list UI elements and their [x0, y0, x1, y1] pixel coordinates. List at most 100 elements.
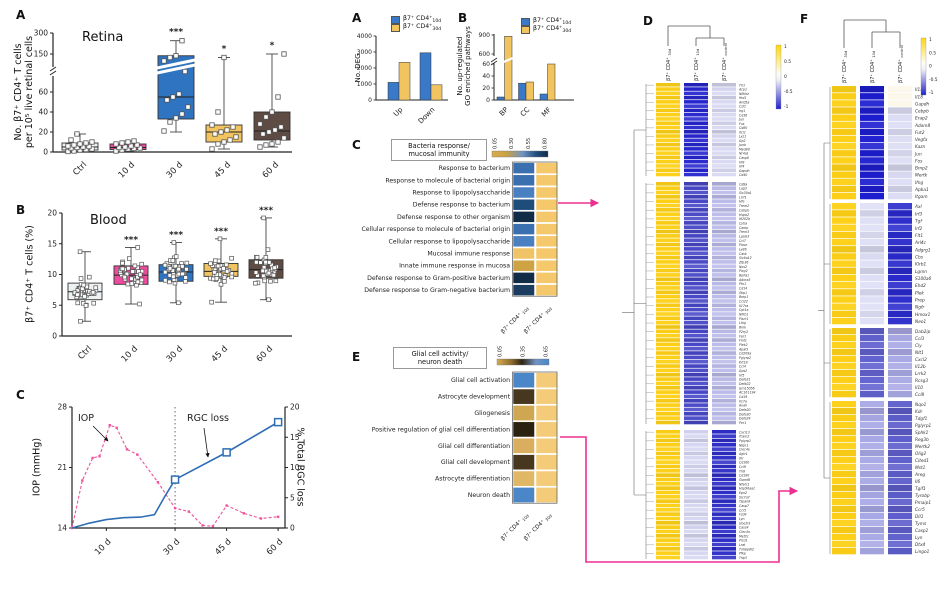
panel-d-heatmap-cell: [712, 134, 736, 138]
panel-d-heatmap-gene-label: Blnk: [739, 326, 746, 330]
a-point: [167, 119, 173, 125]
panel-d-heatmap-cell: [712, 208, 736, 212]
panel-f-heatmap-cell: [832, 128, 856, 136]
panel-d-heatmap-cell: [656, 234, 680, 238]
c-xtick: 30 d: [162, 537, 182, 557]
panel-mid-c-bacteria-heatmap-cbar-tick: 0.30: [509, 138, 515, 149]
panel-letter-c: C: [16, 388, 25, 402]
panel-f-heatmap-cell: [860, 541, 884, 548]
panel-letter-mid-a: A: [352, 11, 362, 25]
panel-d-heatmap-gene-label: Tlr8: [739, 469, 745, 473]
panel-d-heatmap-cell: [684, 512, 708, 516]
panel-f-heatmap-cell: [888, 203, 912, 210]
line-mark: [203, 427, 210, 458]
panel-f-heatmap-gene-label: Lgmn: [915, 269, 927, 275]
panel-d-heatmap-cell: [684, 529, 708, 534]
a-point: [161, 128, 167, 134]
panel-f-heatmap-cell: [832, 342, 856, 349]
panel-f-heatmap-cell: [832, 157, 856, 164]
iop-annotation: IOP: [78, 413, 94, 424]
panel-f-heatmap-colorbar: [920, 37, 927, 96]
panel-d-heatmap-cell: [656, 299, 680, 303]
panel-d-heatmap-gene-label: Csf1: [739, 105, 746, 109]
panel-d-heatmap-cell: [712, 312, 736, 316]
rgc-marker: [222, 448, 231, 457]
panel-f-heatmap-cell: [860, 93, 884, 100]
panel-f-heatmap-cell: [860, 471, 884, 478]
panel-d-heatmap-cell: [684, 229, 708, 234]
panel-mid-e-glial-heatmap-cell: [512, 487, 535, 503]
panel-d-heatmap-cell: [684, 411, 708, 416]
panel-f-heatmap-cell: [832, 217, 856, 224]
panel-f-heatmap-gene-label: Areg: [914, 472, 925, 478]
b-point: [176, 300, 181, 306]
panel-f-heatmap-cell: [832, 281, 856, 289]
panel-d-heatmap-gene-label: Hspb2: [739, 213, 749, 217]
panel-f-heatmap-cell: [832, 224, 856, 232]
line-mark: [156, 58, 196, 70]
a-point: [215, 141, 221, 147]
b-ytick: 15: [47, 239, 57, 248]
panel-f-heatmap-gene-label: Ccr5: [915, 507, 925, 513]
panel-d-heatmap-cell: [712, 125, 736, 130]
iop-point: [259, 517, 263, 520]
panel-f-heatmap-cell: [832, 506, 856, 513]
panel-d-heatmap-cell: [656, 490, 680, 495]
panel-d-heatmap-gene-label: Camp: [739, 226, 748, 230]
panel-f-heatmap-gene-label: Fos: [915, 158, 923, 164]
panel-d-heatmap-gene-label: Ifrd1: [739, 96, 746, 100]
deg-bar-Down: [419, 52, 432, 101]
b-point: [139, 277, 145, 283]
panel-d-heatmap-cbar-tick: 1: [784, 44, 787, 50]
panel-f-heatmap-cell: [860, 178, 884, 186]
a-point: [281, 51, 287, 57]
panel-d-heatmap-cell: [656, 329, 680, 334]
panel-f-heatmap-cell: [888, 310, 912, 318]
panel-f-heatmap-cell: [860, 150, 884, 157]
panel-f-heatmap-gene-label: Tgf: [915, 219, 923, 225]
panel-f-heatmap-gene-label: Vegfa: [915, 137, 928, 143]
panel-f-heatmap-cell: [860, 231, 884, 239]
panel-mid-c-bacteria-heatmap-row-label: Defense response to Gram-negative bacter…: [364, 287, 510, 294]
panel-f-heatmap-cell: [860, 422, 884, 429]
line-mark: [490, 57, 498, 63]
panel-d-heatmap-gene-label: Lfng: [739, 321, 746, 325]
panel-f-heatmap-gene-label: Dab2ip: [915, 329, 931, 335]
panel-f-heatmap-gene-label: Mst1: [915, 465, 926, 471]
panel-f-heatmap-cell: [832, 370, 856, 377]
panel-d-heatmap-cell: [684, 100, 708, 104]
panel-f-heatmap-cell: [832, 391, 856, 398]
panel-f-heatmap-cell: [888, 135, 912, 143]
panel-f-heatmap-cell: [888, 274, 912, 282]
deg-legend-swatch-30d: [391, 24, 400, 32]
a-ytick: 0: [43, 148, 48, 157]
panel-f-heatmap-cell: [888, 506, 912, 513]
panel-d-heatmap-cell: [656, 333, 680, 338]
panel-f-heatmap-cell: [888, 128, 912, 136]
panel-d-heatmap-cell: [712, 130, 736, 134]
panel-d-heatmap-gene-label: Apaf1: [738, 347, 748, 351]
panel-d-heatmap-gene-label: Bmp1: [739, 295, 748, 299]
b-point: [209, 299, 214, 305]
deg-ytick: 4000: [357, 33, 372, 40]
panel-f-heatmap-gene-label: Cbs: [915, 254, 924, 260]
iop-point: [91, 456, 94, 460]
panel-d-heatmap-gene-label: Gp2: [739, 139, 746, 143]
b-point: [222, 279, 227, 284]
a-xtick: 60 d: [261, 160, 281, 180]
rgc-marker: [170, 475, 180, 484]
panel-f-heatmap-cell: [860, 274, 884, 282]
panel-d-heatmap-cell: [656, 443, 680, 447]
panel-d-heatmap-gene-label: Casp7: [739, 504, 749, 508]
panel-d-heatmap-cell: [684, 451, 708, 456]
panel-d-heatmap-cell: [684, 216, 708, 221]
panel-d-heatmap-cell: [684, 221, 708, 225]
go-ytick: 900: [479, 32, 491, 39]
rgc-line: [71, 421, 279, 529]
panel-d-heatmap-cell: [656, 430, 680, 434]
a-point: [65, 148, 71, 155]
panel-mid-c-bacteria-heatmap-cell: [512, 259, 535, 272]
panel-mid-e-glial-heatmap-row-label: Astrocyte differentiation: [435, 476, 510, 483]
panel-d-heatmap-gene-label: Krt18: [739, 360, 748, 364]
panel-f-heatmap-cell: [888, 342, 912, 349]
